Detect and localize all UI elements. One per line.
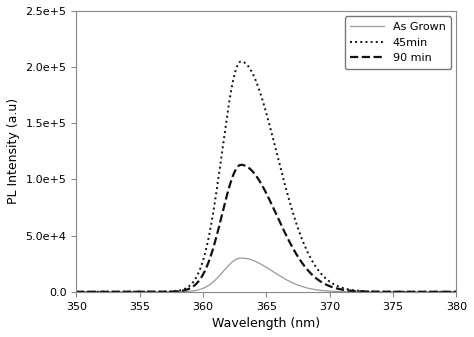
45min [238, 59, 244, 63]
90 min [117, 290, 122, 294]
90 min [454, 290, 459, 294]
As Grown [405, 290, 411, 294]
45min [139, 290, 145, 294]
As Grown [454, 290, 459, 294]
As Grown [238, 256, 244, 260]
As Grown [139, 290, 145, 294]
Y-axis label: PL Intensity (a.u): PL Intensity (a.u) [7, 98, 20, 205]
Line: 45min: 45min [76, 61, 456, 292]
As Grown [236, 256, 241, 261]
45min [405, 290, 411, 294]
Legend: As Grown, 45min, 90 min: As Grown, 45min, 90 min [345, 17, 451, 69]
90 min [405, 290, 411, 294]
90 min [73, 290, 79, 294]
As Grown [219, 271, 225, 275]
As Grown [117, 290, 122, 294]
45min [447, 290, 452, 294]
45min [73, 290, 79, 294]
90 min [238, 163, 244, 167]
Line: 90 min: 90 min [76, 165, 456, 292]
90 min [139, 290, 145, 294]
90 min [219, 213, 225, 217]
X-axis label: Wavelength (nm): Wavelength (nm) [212, 317, 320, 330]
As Grown [447, 290, 452, 294]
45min [219, 150, 225, 154]
As Grown [73, 290, 79, 294]
45min [454, 290, 459, 294]
45min [236, 61, 241, 65]
90 min [236, 164, 241, 168]
90 min [447, 290, 452, 294]
Line: As Grown: As Grown [76, 258, 456, 292]
45min [117, 290, 122, 294]
